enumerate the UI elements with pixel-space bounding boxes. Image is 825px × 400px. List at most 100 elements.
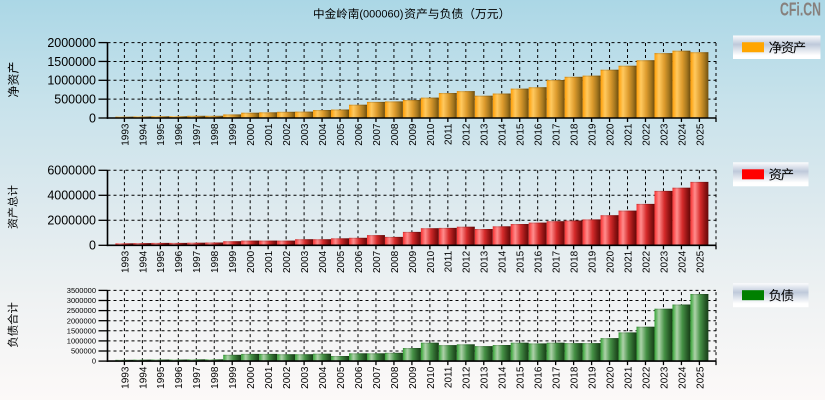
svg-text:2010: 2010 xyxy=(426,366,437,389)
svg-text:2021: 2021 xyxy=(623,250,634,273)
svg-text:2014: 2014 xyxy=(498,123,509,146)
svg-text:2024: 2024 xyxy=(677,123,688,146)
svg-text:2017: 2017 xyxy=(552,123,563,146)
svg-text:2008: 2008 xyxy=(390,250,401,273)
svg-text:2016: 2016 xyxy=(534,123,545,146)
svg-text:2005: 2005 xyxy=(336,123,347,146)
svg-text:2017: 2017 xyxy=(552,366,563,389)
svg-text:2000000: 2000000 xyxy=(47,36,96,50)
svg-text:1995: 1995 xyxy=(156,123,167,146)
svg-text:1999: 1999 xyxy=(228,366,239,389)
svg-text:1994: 1994 xyxy=(138,250,149,273)
svg-text:4000000: 4000000 xyxy=(47,189,96,203)
svg-text:1000000: 1000000 xyxy=(47,74,96,88)
svg-text:2022: 2022 xyxy=(641,123,652,146)
svg-text:1997: 1997 xyxy=(192,123,203,146)
svg-text:2015: 2015 xyxy=(516,250,527,273)
svg-text:1998: 1998 xyxy=(210,250,221,273)
svg-text:1500000: 1500000 xyxy=(47,55,96,69)
svg-text:2021: 2021 xyxy=(623,366,634,389)
svg-text:2018: 2018 xyxy=(570,123,581,146)
svg-text:2021: 2021 xyxy=(623,123,634,146)
svg-text:2002: 2002 xyxy=(282,123,293,146)
svg-text:2005: 2005 xyxy=(336,250,347,273)
svg-text:2022: 2022 xyxy=(641,250,652,273)
svg-text:500000: 500000 xyxy=(54,93,96,107)
svg-text:1999: 1999 xyxy=(228,123,239,146)
svg-text:2007: 2007 xyxy=(372,250,383,273)
svg-text:1993: 1993 xyxy=(120,366,131,389)
svg-text:2000000: 2000000 xyxy=(67,316,96,325)
svg-text:2001: 2001 xyxy=(264,366,275,389)
svg-text:2018: 2018 xyxy=(570,250,581,273)
svg-text:2009: 2009 xyxy=(408,123,419,146)
svg-text:2009: 2009 xyxy=(408,250,419,273)
svg-text:2000: 2000 xyxy=(246,123,257,146)
svg-text:2012: 2012 xyxy=(462,250,473,273)
svg-text:2004: 2004 xyxy=(318,123,329,146)
svg-text:2000000: 2000000 xyxy=(47,214,96,228)
svg-text:1500000: 1500000 xyxy=(67,326,96,335)
svg-text:1996: 1996 xyxy=(174,123,185,146)
svg-text:1994: 1994 xyxy=(138,123,149,146)
svg-text:0: 0 xyxy=(89,111,96,125)
svg-text:1993: 1993 xyxy=(120,250,131,273)
svg-text:2003: 2003 xyxy=(300,250,311,273)
svg-text:2016: 2016 xyxy=(534,250,545,273)
svg-text:2011: 2011 xyxy=(444,366,455,388)
svg-text:2023: 2023 xyxy=(659,366,670,389)
svg-text:0: 0 xyxy=(92,357,96,366)
svg-text:1995: 1995 xyxy=(156,366,167,389)
svg-text:2014: 2014 xyxy=(498,366,509,389)
svg-text:2016: 2016 xyxy=(534,366,545,389)
svg-text:2013: 2013 xyxy=(480,366,491,389)
svg-text:1997: 1997 xyxy=(192,250,203,273)
svg-text:6000000: 6000000 xyxy=(47,164,96,178)
svg-text:2013: 2013 xyxy=(480,123,491,146)
svg-text:2011: 2011 xyxy=(444,250,455,272)
svg-text:2010: 2010 xyxy=(426,250,437,273)
svg-text:2005: 2005 xyxy=(336,366,347,389)
svg-text:(000060): (000060) xyxy=(359,9,403,21)
svg-text:2017: 2017 xyxy=(552,250,563,273)
svg-text:500000: 500000 xyxy=(71,347,96,356)
svg-text:2018: 2018 xyxy=(570,366,581,389)
svg-text:2019: 2019 xyxy=(587,123,598,146)
svg-text:2000: 2000 xyxy=(246,366,257,389)
svg-text:2022: 2022 xyxy=(641,366,652,389)
svg-text:2007: 2007 xyxy=(372,123,383,146)
svg-text:2013: 2013 xyxy=(480,250,491,273)
svg-text:0: 0 xyxy=(89,239,96,253)
svg-text:2020: 2020 xyxy=(605,123,616,146)
svg-text:3500000: 3500000 xyxy=(67,286,96,295)
svg-text:1999: 1999 xyxy=(228,250,239,273)
svg-text:2003: 2003 xyxy=(300,123,311,146)
svg-text:2024: 2024 xyxy=(677,366,688,389)
svg-text:1998: 1998 xyxy=(210,366,221,389)
svg-text:2025: 2025 xyxy=(695,366,706,389)
svg-text:2025: 2025 xyxy=(695,250,706,273)
svg-text:2014: 2014 xyxy=(498,250,509,273)
svg-text:2023: 2023 xyxy=(659,250,670,273)
svg-text:CFi.CN: CFi.CN xyxy=(780,0,821,20)
svg-text:2001: 2001 xyxy=(264,123,275,146)
svg-text:1996: 1996 xyxy=(174,250,185,273)
svg-text:1995: 1995 xyxy=(156,250,167,273)
svg-text:2019: 2019 xyxy=(587,250,598,273)
svg-text:2003: 2003 xyxy=(300,366,311,389)
svg-text:2008: 2008 xyxy=(390,366,401,389)
svg-text:2500000: 2500000 xyxy=(67,306,96,315)
svg-text:1000000: 1000000 xyxy=(67,337,96,346)
svg-text:2020: 2020 xyxy=(605,366,616,389)
svg-text:2015: 2015 xyxy=(516,366,527,389)
svg-text:1998: 1998 xyxy=(210,123,221,146)
svg-text:2023: 2023 xyxy=(659,123,670,146)
svg-text:1997: 1997 xyxy=(192,366,203,389)
svg-text:2002: 2002 xyxy=(282,366,293,389)
svg-text:2012: 2012 xyxy=(462,366,473,389)
svg-text:2000: 2000 xyxy=(246,250,257,273)
svg-text:2008: 2008 xyxy=(390,123,401,146)
svg-text:2020: 2020 xyxy=(605,250,616,273)
svg-text:2006: 2006 xyxy=(354,123,365,146)
svg-text:2015: 2015 xyxy=(516,123,527,146)
